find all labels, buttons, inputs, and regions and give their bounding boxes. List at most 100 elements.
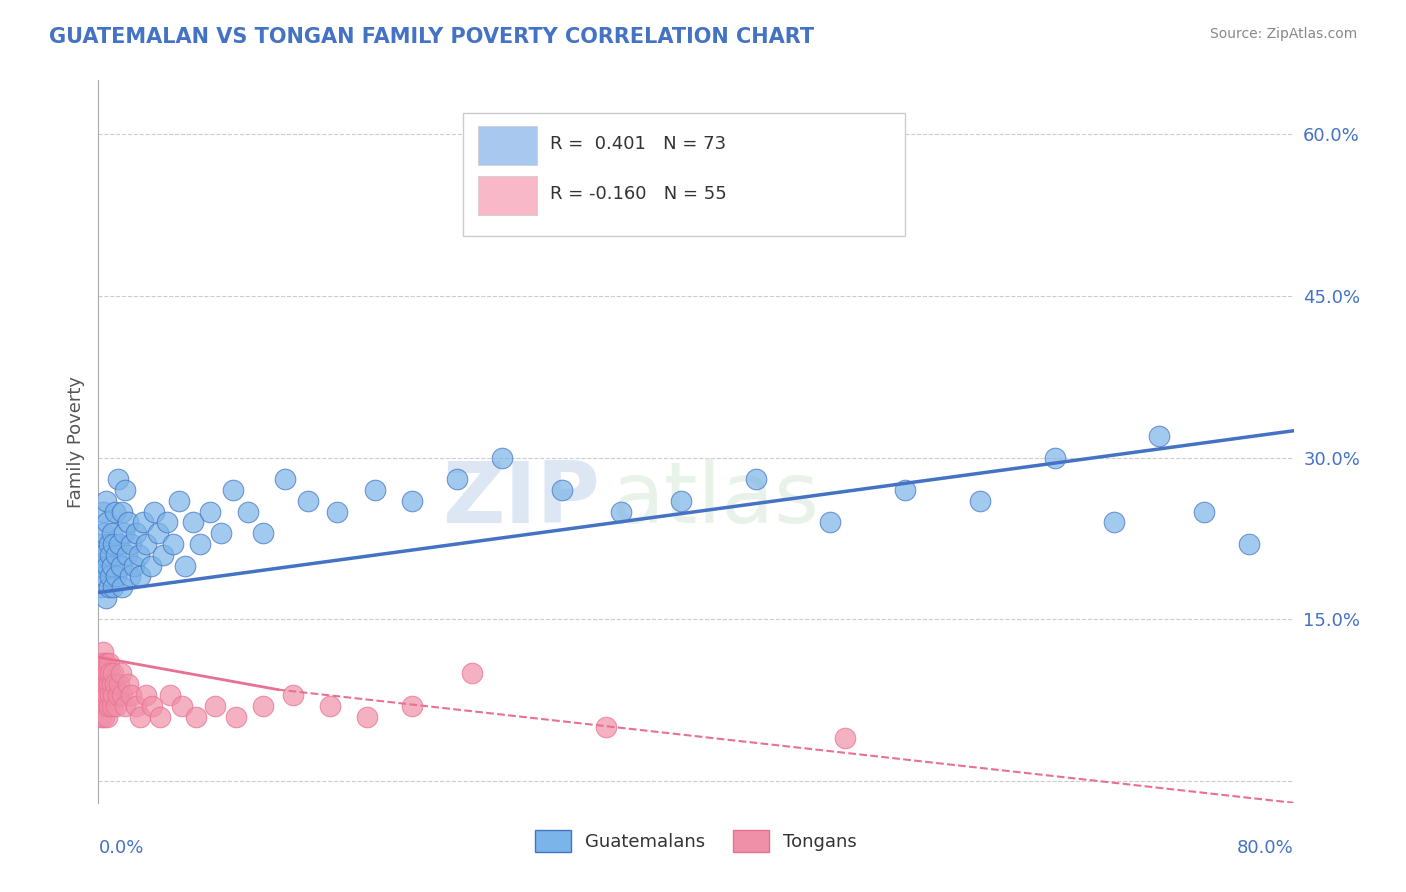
Text: 0.0%: 0.0% — [98, 838, 143, 857]
Point — [89, 558, 111, 573]
Point — [669, 493, 692, 508]
Point — [104, 505, 127, 519]
Point — [103, 537, 125, 551]
Point — [103, 688, 125, 702]
Point — [225, 709, 247, 723]
Point — [128, 548, 150, 562]
Point — [105, 548, 128, 562]
FancyBboxPatch shape — [463, 112, 905, 235]
Point — [94, 493, 117, 508]
FancyBboxPatch shape — [478, 177, 537, 215]
Point — [124, 558, 146, 573]
Point — [101, 526, 124, 541]
Point — [610, 505, 633, 519]
Point — [297, 493, 319, 508]
Point — [894, 483, 917, 497]
Legend: Guatemalans, Tongans: Guatemalans, Tongans — [527, 822, 865, 859]
Point — [94, 656, 117, 670]
Point — [236, 505, 259, 519]
Point — [110, 558, 132, 573]
Point — [114, 698, 136, 713]
Point — [105, 698, 128, 713]
Point — [148, 526, 170, 541]
Point — [745, 472, 768, 486]
Point — [96, 709, 118, 723]
Point — [184, 709, 207, 723]
Point — [93, 709, 115, 723]
Text: GUATEMALAN VS TONGAN FAMILY POVERTY CORRELATION CHART: GUATEMALAN VS TONGAN FAMILY POVERTY CORR… — [49, 27, 814, 46]
Point — [969, 493, 991, 508]
Point — [152, 548, 174, 562]
Text: 80.0%: 80.0% — [1237, 838, 1294, 857]
Point — [91, 656, 114, 670]
Point — [93, 688, 115, 702]
Point — [1104, 516, 1126, 530]
Point — [401, 698, 423, 713]
Point — [91, 698, 114, 713]
Point — [103, 666, 125, 681]
Point — [96, 558, 118, 573]
Point — [91, 548, 114, 562]
Point — [108, 677, 131, 691]
Point — [94, 677, 117, 691]
Point — [91, 645, 114, 659]
Point — [89, 698, 111, 713]
Point — [326, 505, 349, 519]
Point — [91, 505, 114, 519]
Text: atlas: atlas — [613, 458, 820, 541]
Point — [156, 516, 179, 530]
Point — [108, 537, 131, 551]
Point — [96, 516, 118, 530]
Point — [98, 569, 122, 583]
Point — [90, 666, 112, 681]
Point — [209, 526, 232, 541]
Point — [125, 698, 148, 713]
Point — [97, 537, 120, 551]
Point — [101, 698, 124, 713]
Point — [94, 698, 117, 713]
Point — [91, 677, 114, 691]
Point — [142, 505, 165, 519]
Point — [461, 666, 484, 681]
Point — [204, 698, 226, 713]
Point — [90, 688, 112, 702]
Point — [96, 666, 118, 681]
Point — [129, 709, 152, 723]
Point — [1043, 450, 1066, 465]
Point — [1147, 429, 1170, 443]
Point — [89, 677, 111, 691]
Point — [125, 526, 148, 541]
Point — [159, 688, 181, 702]
Point — [491, 450, 513, 465]
Point — [401, 493, 423, 508]
Point — [167, 493, 190, 508]
Point — [132, 516, 155, 530]
Point — [94, 591, 117, 605]
Point — [98, 548, 122, 562]
Text: Source: ZipAtlas.com: Source: ZipAtlas.com — [1209, 27, 1357, 41]
Point — [135, 537, 157, 551]
Point — [120, 688, 142, 702]
Point — [110, 666, 132, 681]
Text: R = -0.160   N = 55: R = -0.160 N = 55 — [550, 186, 727, 203]
Point — [97, 580, 120, 594]
Point — [181, 516, 204, 530]
Point — [188, 537, 211, 551]
Text: R =  0.401   N = 73: R = 0.401 N = 73 — [550, 135, 727, 153]
Point — [174, 558, 197, 573]
Point — [820, 516, 842, 530]
Point — [93, 666, 115, 681]
Point — [105, 569, 128, 583]
Point — [90, 537, 112, 551]
Point — [139, 558, 162, 573]
Point — [364, 483, 387, 497]
Point — [98, 666, 122, 681]
Point — [111, 580, 134, 594]
Point — [1192, 505, 1215, 519]
Point — [93, 526, 115, 541]
Point — [112, 526, 135, 541]
Point — [149, 709, 172, 723]
Point — [96, 688, 118, 702]
Point — [104, 677, 127, 691]
Point — [834, 731, 856, 745]
